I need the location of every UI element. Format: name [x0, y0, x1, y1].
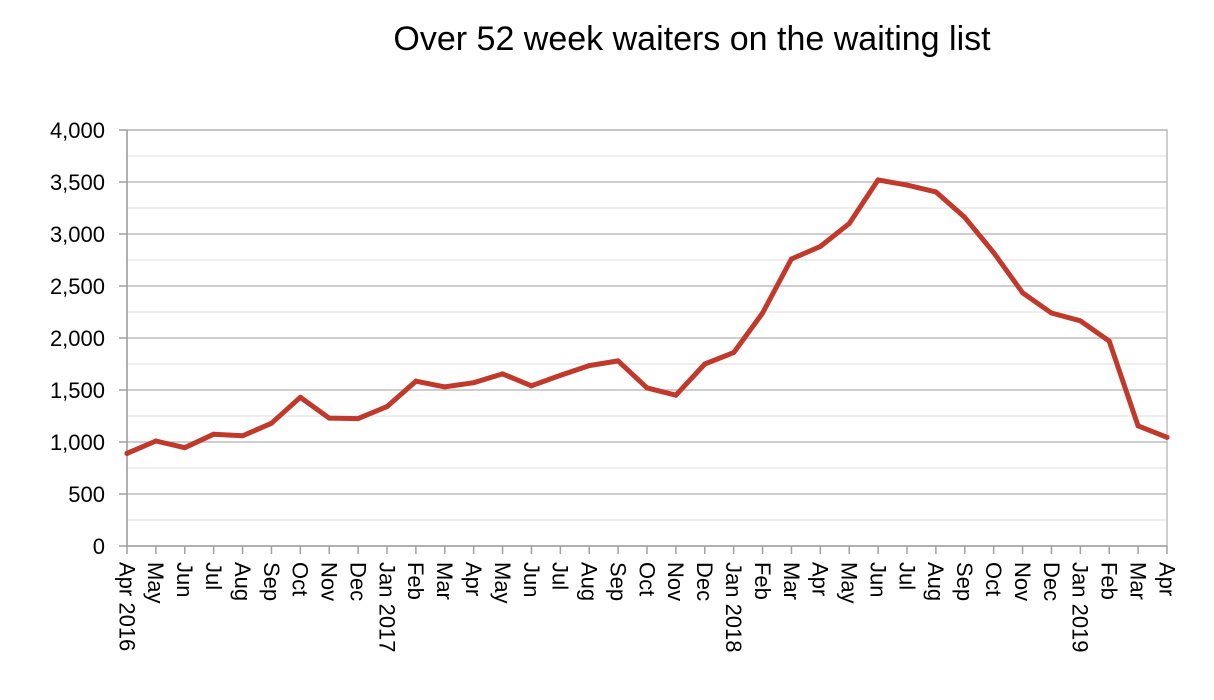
- data-point: [326, 415, 332, 421]
- x-tick-label: Oct: [634, 562, 659, 596]
- x-tick-label: Apr 2016: [114, 562, 139, 651]
- x-tick-label: Nov: [663, 562, 688, 601]
- y-tick-label: 1,500: [50, 378, 105, 403]
- data-point: [124, 450, 130, 456]
- data-point: [1164, 434, 1170, 440]
- data-point: [904, 182, 910, 188]
- series-line: [124, 177, 1170, 456]
- x-tick-label: Oct: [981, 562, 1006, 596]
- x-tick-label: Feb: [750, 562, 775, 600]
- x-tick-label: Dec: [692, 562, 717, 601]
- data-point: [991, 250, 997, 256]
- data-point: [182, 445, 188, 451]
- x-tick-label: Sep: [259, 562, 284, 601]
- x-tick-label: Aug: [230, 562, 255, 601]
- x-tick-label: Apr: [461, 562, 486, 596]
- data-point: [875, 177, 881, 183]
- x-tick-label: Jan 2019: [1068, 562, 1093, 653]
- y-tick-label: 4,000: [50, 118, 105, 143]
- data-point: [355, 416, 361, 422]
- data-point: [731, 350, 737, 356]
- data-point: [673, 392, 679, 398]
- x-tick-label: Jun: [172, 562, 197, 597]
- x-tick-label: Jul: [894, 562, 919, 590]
- y-tick-label: 3,000: [50, 222, 105, 247]
- y-tick-label: 1,000: [50, 430, 105, 455]
- x-tick-label: Apr: [808, 562, 833, 596]
- x-tick-label: Apr: [1154, 562, 1179, 596]
- x-tick-label: Jul: [201, 562, 226, 590]
- x-tick-label: Sep: [952, 562, 977, 601]
- data-point: [240, 433, 246, 439]
- data-point: [644, 385, 650, 391]
- y-tick-label: 3,500: [50, 170, 105, 195]
- x-tick-label: Feb: [1097, 562, 1122, 600]
- data-point: [962, 214, 968, 220]
- data-point: [817, 243, 823, 249]
- data-point: [1077, 318, 1083, 324]
- y-tick-label: 0: [93, 534, 105, 559]
- data-point: [528, 383, 534, 389]
- x-tick-label: Jan 2018: [721, 562, 746, 653]
- x-tick-label: Jun: [519, 562, 544, 597]
- x-tick-label: Mar: [1125, 562, 1150, 600]
- data-point: [760, 310, 766, 316]
- data-point: [702, 361, 708, 367]
- data-point: [1135, 423, 1141, 429]
- data-point: [557, 372, 563, 378]
- data-point: [268, 420, 274, 426]
- x-tick-label: Mar: [432, 562, 457, 600]
- data-point: [586, 363, 592, 369]
- axis-layer: [119, 129, 1168, 554]
- data-point: [615, 358, 621, 364]
- y-tick-labels: 0 500 1,000 1,500 2,000 2,500 3,000 3,500 4,000: [50, 118, 105, 559]
- data-point: [471, 380, 477, 386]
- data-point: [297, 394, 303, 400]
- data-point: [500, 371, 506, 377]
- x-tick-label: Aug: [577, 562, 602, 601]
- data-point: [153, 438, 159, 444]
- data-point: [933, 189, 939, 195]
- data-point: [413, 378, 419, 384]
- x-tick-label: Jul: [548, 562, 573, 590]
- x-tick-label: May: [837, 562, 862, 604]
- x-tick-label: May: [490, 562, 515, 604]
- data-point: [442, 384, 448, 390]
- x-tick-label: Feb: [403, 562, 428, 600]
- x-tick-label: Nov: [317, 562, 342, 601]
- x-tick-label: Sep: [605, 562, 630, 601]
- x-tick-label: Aug: [923, 562, 948, 601]
- x-tick-label: Jun: [865, 562, 890, 597]
- data-point: [211, 431, 217, 437]
- y-tick-label: 2,000: [50, 326, 105, 351]
- data-point: [1020, 290, 1026, 296]
- grid-layer: [126, 129, 1168, 547]
- x-tick-label: Oct: [288, 562, 313, 596]
- series-layer: [124, 177, 1170, 456]
- data-point: [846, 221, 852, 227]
- y-tick-label: 500: [68, 482, 105, 507]
- x-tick-label: May: [143, 562, 168, 604]
- data-point: [1048, 310, 1054, 316]
- data-point: [1106, 338, 1112, 344]
- chart-title: Over 52 week waiters on the waiting list: [393, 20, 991, 58]
- x-tick-label: Nov: [1010, 562, 1035, 601]
- data-point: [788, 256, 794, 262]
- x-tick-labels: Apr 2016 May Jun Jul Aug Sep Oct Nov Dec Jan 2017…: [114, 562, 1179, 653]
- x-tick-label: Dec: [345, 562, 370, 601]
- x-tick-label: Jan 2017: [374, 562, 399, 653]
- y-tick-label: 2,500: [50, 274, 105, 299]
- x-tick-label: Dec: [1039, 562, 1064, 601]
- data-point: [384, 404, 390, 410]
- x-tick-label: Mar: [779, 562, 804, 600]
